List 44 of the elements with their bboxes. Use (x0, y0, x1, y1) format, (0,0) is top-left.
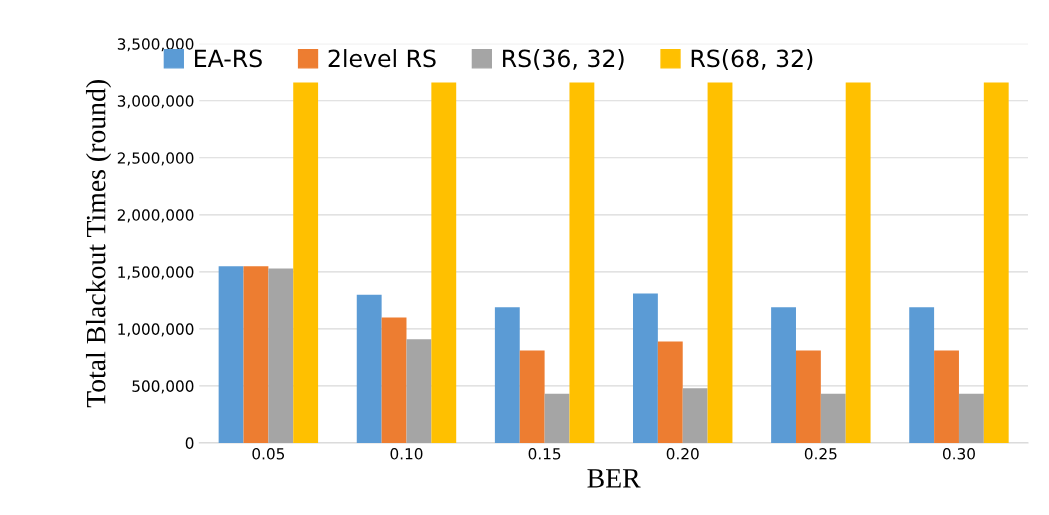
x-tick-label: 0.20 (666, 448, 699, 460)
bar (356, 294, 382, 443)
bar (268, 268, 294, 443)
bar (657, 341, 683, 443)
y-tick-label: 3,000,000 (117, 95, 194, 109)
y-axis-title: Total Blackout Times (round) (85, 80, 112, 408)
legend-label: RS(68, 32) (691, 49, 813, 71)
legend-label: RS(36, 32) (503, 49, 624, 71)
x-axis-title: BER (587, 469, 641, 488)
legend-label: 2level RS (328, 49, 436, 68)
y-tick-label: 500,000 (132, 380, 194, 394)
y-tick-label: 2,000,000 (117, 209, 194, 223)
bar (934, 350, 959, 443)
bar (569, 82, 595, 443)
legend-label: EA-RS (195, 49, 262, 68)
x-tick-label: 0.30 (942, 448, 975, 460)
bar (494, 307, 520, 443)
x-tick-label: 0.10 (390, 448, 423, 460)
bar (909, 307, 935, 443)
bar (218, 266, 244, 443)
bar (519, 350, 545, 443)
bar (431, 82, 457, 443)
bar (406, 339, 432, 443)
bar (845, 82, 871, 443)
bar (958, 393, 984, 443)
bar (293, 82, 319, 443)
x-tick-label: 0.25 (804, 448, 837, 460)
bar (243, 266, 269, 443)
bar (771, 307, 796, 443)
y-tick-label: 1,000,000 (118, 323, 194, 337)
bar (544, 393, 570, 443)
x-tick-label: 0.05 (252, 448, 285, 460)
y-tick-label: 1,500,000 (118, 266, 194, 280)
bar (633, 293, 658, 443)
bar (707, 82, 733, 443)
y-tick-label: 3,500,000 (117, 38, 194, 52)
bar (682, 388, 708, 443)
bar (983, 82, 1009, 443)
x-tick-label: 0.15 (528, 448, 561, 460)
bar (795, 350, 821, 443)
bar (820, 393, 846, 443)
y-tick-label: 2,500,000 (117, 152, 194, 166)
y-tick-label: 0 (185, 437, 194, 449)
bar (381, 317, 407, 443)
